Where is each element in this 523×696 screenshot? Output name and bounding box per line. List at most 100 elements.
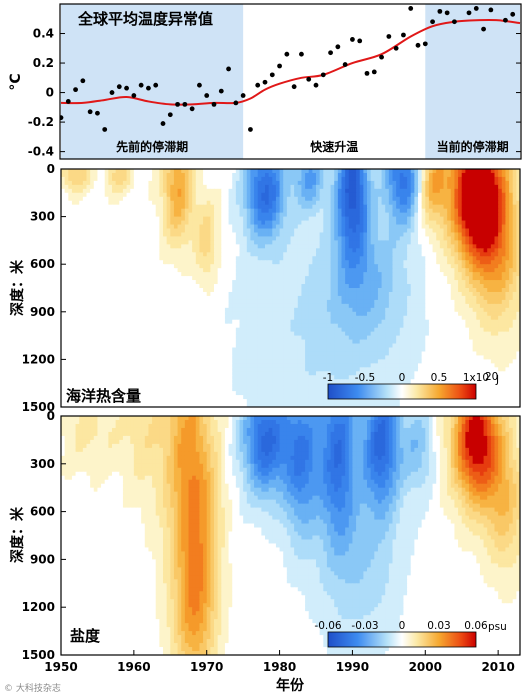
heat-cell (363, 280, 368, 285)
heat-cell (177, 228, 182, 234)
heat-cell (279, 280, 284, 285)
heat-cell (203, 240, 208, 245)
heat-cell (137, 220, 142, 226)
heat-cell (192, 184, 197, 190)
heat-cell (68, 244, 73, 249)
heat-cell (141, 228, 146, 234)
heat-cell (181, 244, 186, 249)
heat-cell (235, 311, 241, 317)
heat-cell (363, 264, 368, 269)
heat-cell (443, 256, 448, 261)
heat-cell (221, 299, 226, 305)
heat-cell (319, 184, 324, 190)
heat-cell (316, 276, 321, 281)
heat-cell (79, 232, 84, 238)
heat-cell (330, 268, 335, 273)
heat-cell (275, 264, 281, 269)
heat-cell (257, 260, 262, 265)
heat-cell (476, 176, 481, 182)
heat-cell (235, 172, 241, 178)
heat-cell (71, 188, 77, 194)
heat-cell (454, 224, 459, 230)
heat-cell (181, 252, 186, 257)
heat-cell (345, 291, 350, 297)
heat-cell (86, 192, 91, 198)
heat-cell (232, 319, 237, 325)
heat-cell (337, 264, 343, 269)
heat-cell (414, 315, 419, 321)
heat-cell (261, 244, 266, 249)
heat-cell (341, 288, 346, 293)
temp-point-1993 (371, 69, 377, 75)
heat-cell (203, 224, 208, 230)
heat-cell (428, 224, 434, 230)
heat-cell (465, 169, 470, 174)
heat-cell (206, 315, 211, 321)
heat-cell (228, 280, 233, 285)
heat-cell (166, 169, 171, 174)
heat-cell (261, 291, 266, 297)
heat-cell (308, 319, 313, 325)
heat-cell (217, 228, 222, 234)
heat-cell (381, 240, 386, 245)
heat-cell (243, 284, 248, 289)
heat-cell (421, 236, 426, 241)
heat-cell (232, 284, 237, 289)
heat-cell (173, 208, 179, 214)
heat-cell (192, 232, 197, 238)
heat-cell (487, 188, 492, 194)
heat-cell (224, 240, 230, 245)
heat-cell (188, 248, 193, 253)
heat-cell (439, 303, 445, 309)
heat-cell (272, 288, 277, 293)
heat-cell (192, 291, 197, 297)
heat-cell (330, 303, 335, 309)
heat-cell (261, 228, 266, 234)
heat-cell (367, 244, 372, 249)
heat-cell (224, 260, 230, 265)
heat-cell (86, 212, 91, 218)
heat-cell (71, 180, 77, 186)
heat-cell (323, 319, 328, 325)
heat-cell (133, 216, 139, 222)
heat-cell (286, 311, 292, 317)
heat-cell (283, 276, 288, 281)
heat-cell (141, 256, 146, 261)
heat-cell (64, 180, 69, 186)
heat-cell (272, 184, 277, 190)
heat-cell (476, 200, 481, 206)
heat-cell (152, 311, 157, 317)
heat-cell (104, 224, 109, 230)
heat-cell (268, 248, 273, 253)
heat-cell (305, 284, 310, 289)
heat-cell (458, 319, 463, 325)
heat-cell (283, 216, 288, 222)
heat-cell (461, 319, 466, 325)
heat-cell (447, 180, 452, 186)
period-labels: 先前的停滞期 快速升温 当前的停滞期 (116, 139, 509, 154)
heat-cell (509, 204, 514, 210)
heat-cell (239, 307, 244, 313)
heat-cell (261, 280, 266, 285)
heat-cell (490, 268, 496, 273)
heat-cell (425, 315, 430, 321)
heat-cell (297, 260, 303, 265)
heat-cell (275, 228, 281, 234)
heat-cell (345, 248, 350, 253)
heat-cell (323, 180, 328, 186)
heat-cell (436, 288, 441, 293)
heat-cell (155, 288, 160, 293)
heat-cell (396, 180, 401, 186)
heat-cell (323, 228, 328, 234)
heat-cell (487, 268, 492, 273)
heat-cell (326, 311, 332, 317)
heat-cell (214, 272, 219, 277)
heat-cell (119, 264, 124, 269)
heat-cell (188, 260, 193, 265)
heat-cell (461, 228, 466, 234)
heat-cell (130, 200, 135, 206)
heat-cell (465, 208, 470, 214)
heat-cell (90, 295, 95, 301)
heat-cell (137, 280, 142, 285)
heat-cell (512, 232, 517, 238)
